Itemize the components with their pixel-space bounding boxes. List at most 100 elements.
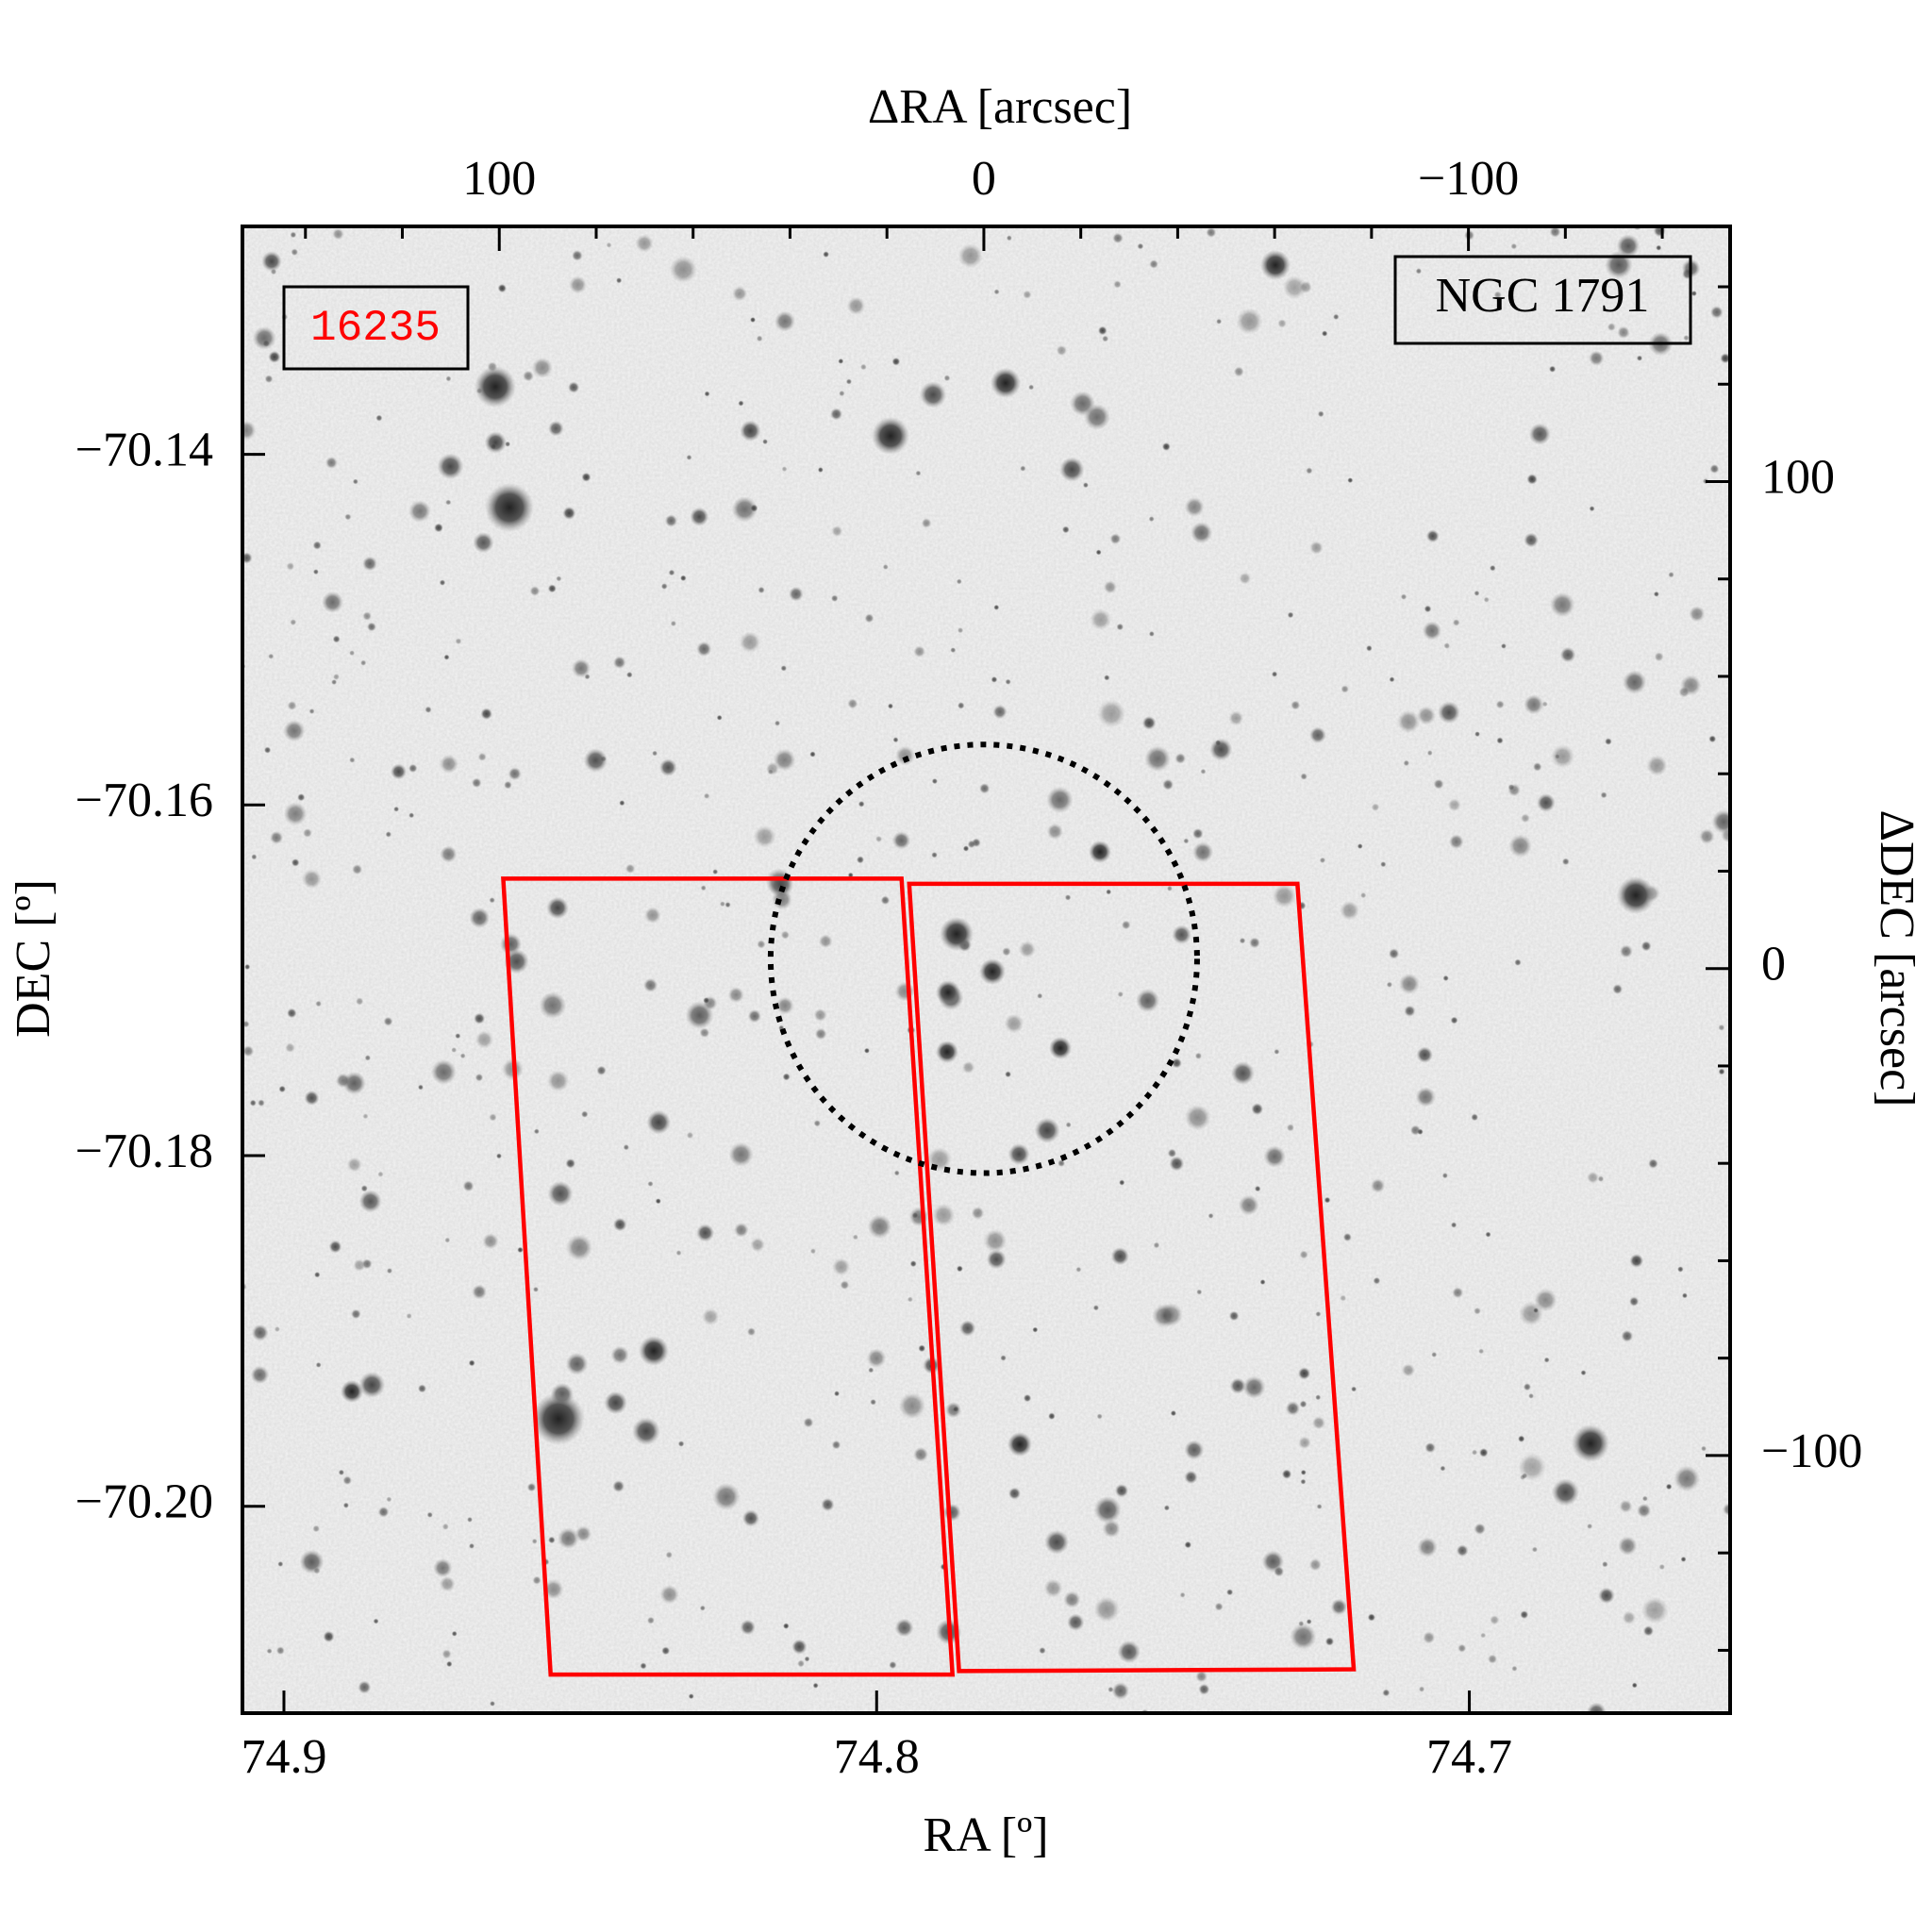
star — [1039, 1646, 1046, 1655]
star — [385, 831, 391, 838]
star — [1401, 1363, 1416, 1377]
star — [931, 777, 939, 785]
star — [1417, 1537, 1438, 1557]
y-tick-label: −70.14 — [75, 424, 213, 477]
star — [314, 1272, 321, 1278]
star — [1607, 323, 1616, 332]
star — [278, 1085, 286, 1093]
star — [1683, 334, 1690, 341]
star — [655, 1198, 661, 1205]
star — [1259, 1279, 1266, 1286]
star — [1423, 1631, 1436, 1644]
star — [1690, 291, 1697, 297]
star — [1277, 319, 1287, 328]
star — [956, 578, 962, 585]
star — [1424, 605, 1432, 613]
star — [1170, 1409, 1177, 1417]
star — [270, 268, 277, 275]
y-tick-label: −70.16 — [75, 774, 213, 827]
star — [1587, 1523, 1593, 1529]
star — [1291, 700, 1301, 710]
star — [1342, 1232, 1352, 1242]
star — [547, 584, 557, 593]
star — [1711, 809, 1730, 834]
star — [1089, 841, 1111, 863]
star — [468, 1542, 475, 1549]
star — [1340, 1294, 1347, 1302]
star — [1043, 1578, 1063, 1598]
star — [1677, 1266, 1684, 1273]
star — [913, 645, 925, 658]
star — [615, 277, 623, 284]
star — [1075, 1266, 1082, 1273]
star — [1324, 1196, 1331, 1204]
right-axis-label: ΔDEC [arcsec] — [1870, 810, 1924, 1108]
star — [468, 1359, 475, 1367]
star — [1104, 675, 1110, 681]
star — [532, 1575, 541, 1585]
star — [781, 466, 788, 473]
star — [1551, 1478, 1580, 1507]
star — [1524, 694, 1544, 715]
star — [889, 1660, 897, 1670]
star — [1600, 791, 1607, 799]
star — [1214, 1602, 1224, 1611]
star — [1148, 516, 1155, 523]
star — [712, 1482, 741, 1511]
star — [731, 496, 758, 523]
star — [1450, 1222, 1457, 1228]
star — [1152, 1304, 1176, 1328]
star — [1198, 1683, 1210, 1695]
star — [1167, 1148, 1177, 1158]
star — [1046, 786, 1074, 814]
y2-tick-label: 100 — [1761, 450, 1835, 504]
x-tick-label: 74.7 — [1426, 1730, 1512, 1784]
star — [1063, 1591, 1081, 1608]
star — [724, 901, 731, 908]
star — [1097, 699, 1126, 728]
star — [508, 767, 522, 781]
star — [632, 1417, 660, 1446]
star — [1311, 1416, 1326, 1430]
star — [658, 758, 677, 776]
star — [1442, 974, 1449, 982]
star — [699, 1605, 706, 1611]
star — [569, 275, 587, 294]
star — [868, 1367, 874, 1374]
star — [1058, 1159, 1066, 1168]
star — [1642, 1625, 1655, 1637]
star — [364, 1055, 372, 1061]
star — [846, 296, 866, 316]
star — [1478, 1447, 1489, 1457]
star — [772, 889, 792, 910]
star — [1004, 1013, 1024, 1034]
star — [1263, 1145, 1286, 1168]
star — [360, 659, 367, 666]
star — [1612, 984, 1624, 994]
star — [1447, 798, 1461, 812]
star — [1619, 944, 1633, 958]
star — [887, 703, 893, 709]
star — [1520, 1610, 1529, 1620]
star — [1548, 365, 1557, 373]
star — [1102, 335, 1109, 342]
star — [612, 1480, 625, 1492]
star — [979, 958, 1006, 985]
star — [1622, 1610, 1637, 1625]
star — [383, 1016, 393, 1026]
star — [547, 1070, 570, 1092]
star — [325, 457, 338, 469]
star — [1521, 813, 1530, 824]
star — [1184, 496, 1205, 518]
star — [1141, 715, 1157, 730]
star — [1102, 1519, 1121, 1539]
star — [1093, 1596, 1120, 1623]
star — [367, 622, 376, 632]
star — [543, 1578, 564, 1600]
star — [375, 414, 383, 422]
star — [1230, 1061, 1255, 1086]
star — [1416, 1046, 1433, 1063]
star — [1616, 234, 1641, 258]
star — [945, 1402, 962, 1419]
y2-tick-label: −100 — [1761, 1424, 1862, 1478]
